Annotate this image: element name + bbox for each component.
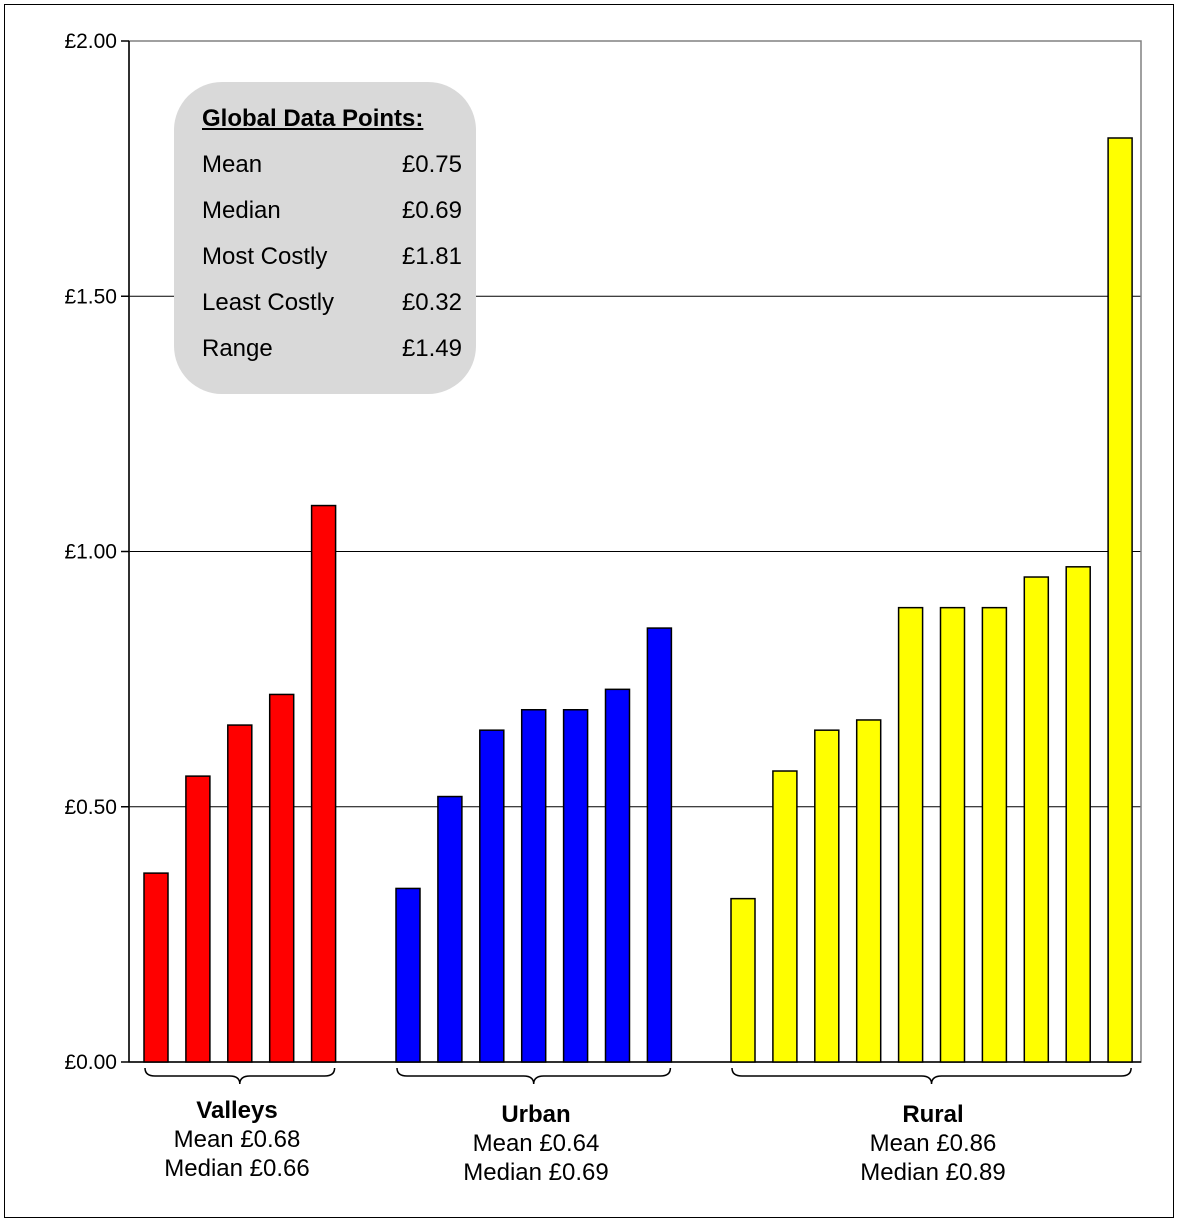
bar-rural	[730, 897, 756, 1063]
bar-urban	[520, 709, 547, 1063]
bar-urban	[646, 627, 673, 1063]
stats-label: Most Costly	[202, 243, 328, 270]
bar-valleys	[185, 775, 211, 1063]
bar-urban	[604, 688, 631, 1063]
bar-rural	[939, 606, 966, 1063]
y-tick-label: £1.00	[64, 541, 117, 564]
y-tick-label: £1.50	[64, 285, 117, 308]
bar-urban	[395, 887, 421, 1063]
group-brace-valleys	[144, 1067, 336, 1085]
group-median: Median £0.69	[463, 1159, 609, 1186]
stats-label: Mean	[202, 151, 263, 178]
bar-rural	[897, 606, 924, 1063]
group-brace-urban	[396, 1067, 672, 1085]
stats-value: £0.75	[401, 151, 462, 178]
bar-valleys	[310, 504, 337, 1063]
bar-urban	[479, 729, 505, 1063]
group-mean: Mean £0.64	[472, 1130, 600, 1157]
stats-label: Range	[202, 335, 273, 362]
group-label-urban: Urban Mean £0.64 Median £0.69	[416, 1100, 656, 1187]
group-median: Median £0.89	[860, 1159, 1006, 1186]
stats-row-most-costly: Most Costly £1.81	[202, 234, 462, 280]
bar-rural	[981, 606, 1008, 1063]
group-name: Rural	[902, 1101, 964, 1128]
group-median: Median £0.66	[164, 1155, 310, 1182]
bar-valleys	[143, 872, 169, 1063]
bar-urban	[562, 709, 589, 1063]
global-stats-box: Global Data Points: Mean £0.75 Median £0…	[174, 82, 476, 394]
stats-value: £0.32	[401, 289, 462, 316]
stats-value: £1.49	[401, 335, 462, 362]
group-label-rural: Rural Mean £0.86 Median £0.89	[813, 1100, 1053, 1187]
group-brace-rural	[731, 1067, 1132, 1085]
bar-valleys	[227, 724, 253, 1063]
stats-label: Median	[202, 197, 281, 224]
stats-row-mean: Mean £0.75	[202, 142, 462, 188]
stats-title: Global Data Points:	[202, 105, 424, 132]
group-label-valleys: Valleys Mean £0.68 Median £0.66	[117, 1096, 357, 1183]
bar-rural	[1107, 137, 1133, 1063]
bar-rural	[1023, 576, 1050, 1063]
bar-rural	[855, 719, 882, 1063]
bar-urban	[437, 795, 463, 1063]
group-name: Valleys	[196, 1097, 278, 1124]
stats-label: Least Costly	[202, 289, 335, 316]
stats-row-range: Range £1.49	[202, 326, 462, 372]
bar-rural	[814, 729, 840, 1063]
stats-row-median: Median £0.69	[202, 188, 462, 234]
bar-rural	[1065, 566, 1091, 1063]
y-tick-label: £0.50	[64, 796, 117, 819]
stats-row-least-costly: Least Costly £0.32	[202, 280, 462, 326]
group-name: Urban	[501, 1101, 571, 1128]
group-mean: Mean £0.86	[869, 1130, 997, 1157]
stats-value: £0.69	[401, 197, 462, 224]
bar-valleys	[268, 693, 295, 1063]
group-mean: Mean £0.68	[173, 1126, 301, 1153]
stats-value: £1.81	[401, 243, 462, 270]
y-tick-label: £2.00	[64, 30, 117, 53]
y-tick-label: £0.00	[64, 1051, 117, 1074]
bar-rural	[772, 770, 798, 1063]
